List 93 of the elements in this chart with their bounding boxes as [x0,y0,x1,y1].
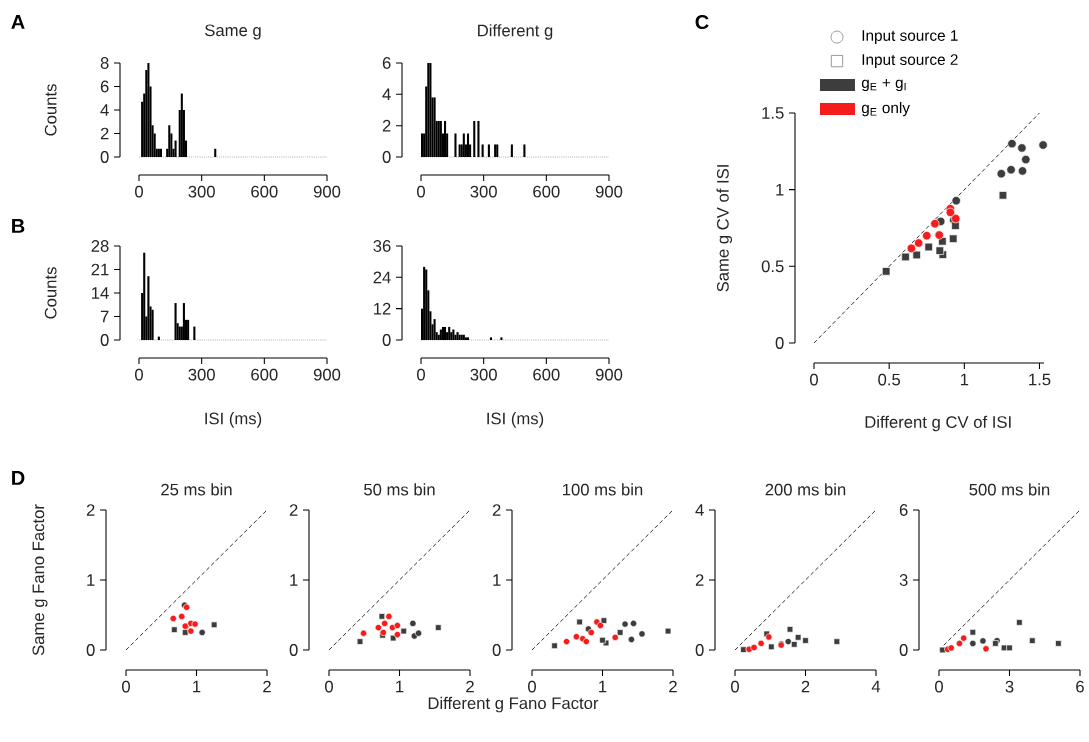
y-tick-label: 0 [899,644,908,656]
x-tick-label: 1 [599,680,607,693]
y-tick-label: 2 [289,504,298,516]
y-axis-title: Counts [44,267,57,319]
chart-title: Same g [205,24,261,40]
x-tick-label: 0 [325,680,333,693]
y-tick-label: 2 [695,574,704,586]
y-tick-label: 1 [87,574,95,586]
y-tick-label: 24 [373,271,391,284]
y-axis-title: Counts [44,84,57,136]
y-tick-label: 0 [775,337,784,349]
y-tick-label: 28 [91,240,109,252]
x-tick-label: 0 [417,368,425,381]
y-tick-label: 0 [695,644,704,656]
y-tick-label: 0 [289,644,298,656]
x-tick-label: 1.5 [1029,373,1051,386]
x-tick-label: 1 [193,680,201,693]
y-tick-label: 6 [100,80,109,93]
x-tick-label: 600 [251,368,278,381]
chart-title: 500 ms bin [969,483,1050,496]
legend-label: g$_{E}$ + g$_{I}$ [861,79,906,92]
x-tick-label: 300 [470,368,497,381]
x-tick-label: 6 [1076,680,1084,693]
x-tick-label: 300 [188,368,215,381]
x-tick-label: 3 [1005,680,1014,693]
text: A [11,15,25,29]
x-tick-label: 0 [135,368,143,381]
text: C [695,14,709,30]
x-tick-label: 0 [810,373,818,386]
x-tick-label: 300 [188,185,215,198]
x-axis-title: ISI (ms) [205,412,262,428]
x-tick-label: 300 [470,185,497,198]
x-tick-label: 900 [595,368,623,381]
legend-label: g$_{E}$ only [861,101,910,117]
y-tick-label: 0 [382,334,391,346]
x-tick-label: 1 [396,680,404,693]
y-tick-label: 14 [92,287,109,299]
x-tick-label: 600 [533,368,560,381]
chart-title: Different g [478,24,553,40]
text: D [12,471,25,485]
y-tick-label: 0 [86,644,95,656]
x-tick-label: 2 [669,680,677,693]
x-tick-label: 0 [417,185,425,198]
x-tick-label: 4 [871,680,881,693]
y-tick-label: 2 [100,127,109,140]
x-tick-label: 0 [122,680,130,693]
y-tick-label: 2 [492,504,501,516]
y-tick-label: 6 [899,504,908,516]
y-tick-label: 0 [100,334,109,346]
x-tick-label: 2 [263,680,271,693]
y-tick-label: 1.5 [762,107,784,119]
x-tick-label: 600 [251,185,278,198]
y-tick-label: 3 [899,574,908,586]
y-tick-label: 2 [382,119,391,132]
text: Input source 1 [862,30,958,44]
y-tick-label: 2 [86,504,95,516]
y-tick-label: 21 [91,263,109,276]
x-tick-label: 900 [595,185,623,198]
text: Input source 2 [862,54,958,69]
y-tick-label: 7 [100,310,109,323]
y-tick-label: 8 [100,57,109,69]
y-tick-label: 6 [382,57,391,69]
x-axis-title: Different g Fano Factor [428,696,599,713]
chart-title: 100 ms bin [563,483,643,496]
y-tick-label: 4 [695,504,704,516]
x-tick-label: 2 [466,680,474,693]
y-tick-label: 12 [374,302,391,315]
x-tick-label: 1 [960,373,969,386]
x-axis-title: Different g CV of ISI [865,415,1011,432]
x-tick-label: 600 [533,185,560,198]
y-tick-label: 0 [100,151,109,163]
y-tick-label: 1 [493,574,501,586]
text: B [12,219,25,233]
y-tick-label: 0 [492,644,501,656]
y-tick-label: 4 [100,104,109,116]
x-axis-title: ISI (ms) [487,412,544,428]
y-tick-label: 0.5 [761,260,784,273]
y-axis-title: Same g Fano Factor [32,504,48,656]
y-tick-label: 0 [382,151,391,163]
y-tick-label: 36 [373,240,391,252]
x-tick-label: 0 [731,680,739,693]
x-tick-label: 900 [313,368,341,381]
y-tick-label: 1 [290,574,298,586]
y-tick-label: 4 [382,88,391,101]
x-tick-label: 0 [528,680,536,693]
y-axis-title: Same g CV of ISI [716,165,733,292]
x-tick-label: 0 [135,185,143,198]
chart-title: 200 ms bin [765,483,846,496]
x-tick-label: 900 [313,185,341,198]
x-tick-label: 0 [935,680,943,693]
chart-title: 25 ms bin [161,483,232,496]
x-tick-label: 2 [801,680,810,693]
chart-title: 50 ms bin [364,483,435,496]
